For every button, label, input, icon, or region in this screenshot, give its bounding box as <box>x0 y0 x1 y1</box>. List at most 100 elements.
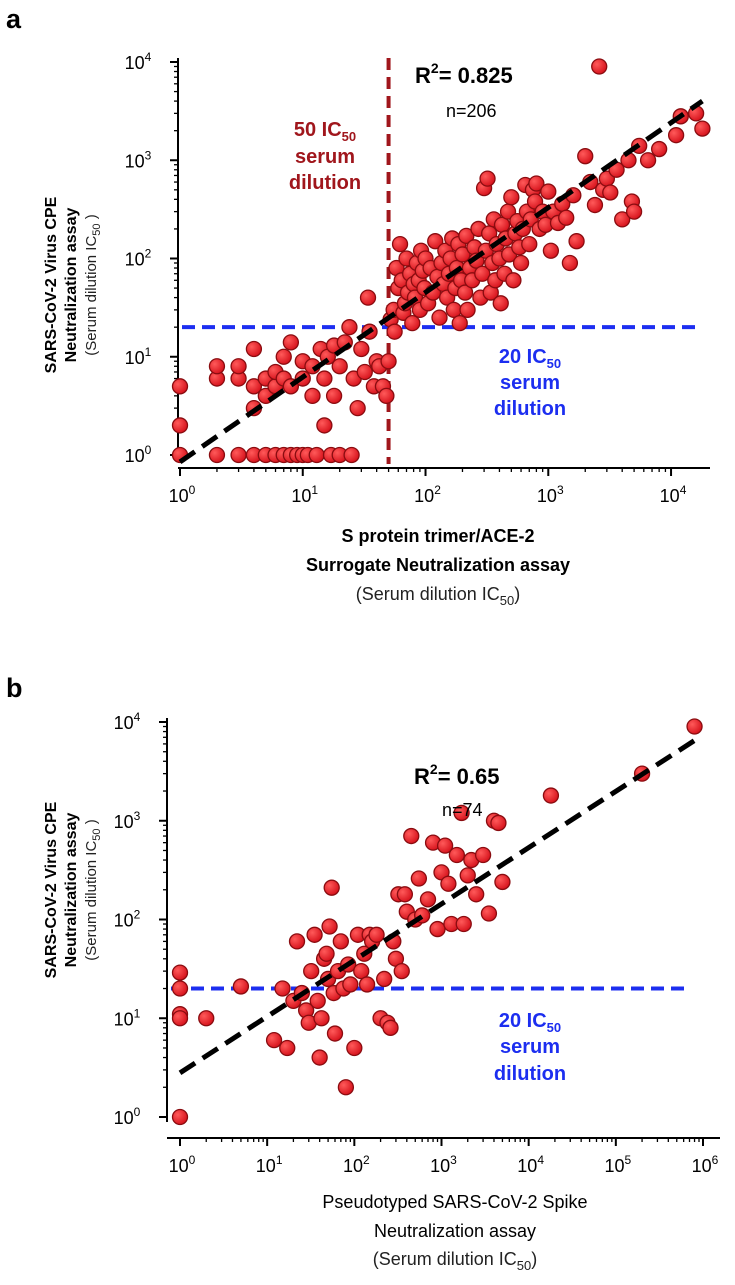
y-axis-label-line1: SARS-CoV-2 Virus CPE <box>43 196 60 373</box>
y-axis-label-line3: (Serum dilution IC50 ) <box>83 819 103 960</box>
data-point <box>309 992 326 1010</box>
data-point <box>480 905 498 922</box>
x-tick-label: 103 <box>537 483 564 506</box>
data-point <box>303 962 320 980</box>
data-point <box>456 284 474 301</box>
svg-text:serum: serum <box>500 1036 560 1058</box>
threshold-label-horizontal-b: 20 IC50 serum dilution <box>494 1010 566 1085</box>
y-ticks-a: 100 101 102 103 104 <box>125 50 178 466</box>
data-point <box>521 235 538 253</box>
data-point <box>448 846 465 864</box>
x-axis-label-line1: Pseudotyped SARS-CoV-2 Spike <box>322 1192 587 1212</box>
data-point <box>391 235 409 253</box>
y-axis-label-line2: Neutralization assay <box>63 813 80 968</box>
data-point <box>479 170 496 187</box>
data-point <box>404 314 421 332</box>
x-tick-label: 101 <box>291 483 318 506</box>
data-point <box>431 309 448 326</box>
data-point <box>382 1019 399 1036</box>
data-point <box>332 933 349 950</box>
data-point <box>459 867 476 884</box>
y-tick-label: 100 <box>125 443 152 466</box>
data-point <box>353 962 370 980</box>
data-point <box>474 265 491 282</box>
x-axis-label-line2: Surrogate Neutralization assay <box>306 555 570 575</box>
data-point <box>288 933 306 950</box>
threshold-lines-a <box>182 58 696 464</box>
data-points-a <box>171 58 711 464</box>
data-point <box>393 962 410 980</box>
svg-text:dilution: dilution <box>289 172 361 194</box>
panel-label-b: b <box>6 673 23 703</box>
data-point <box>436 837 454 854</box>
data-point <box>230 446 247 464</box>
data-point <box>171 417 189 434</box>
panel-label-a: a <box>6 4 22 34</box>
data-point <box>274 980 291 997</box>
data-point <box>245 378 263 395</box>
data-point <box>331 358 348 375</box>
data-point <box>326 1025 344 1042</box>
data-point <box>614 211 631 228</box>
data-point <box>313 1010 330 1027</box>
data-point <box>368 926 385 943</box>
data-point <box>230 358 247 375</box>
regression-line-a <box>178 99 704 464</box>
data-point <box>540 183 557 200</box>
x-tick-label: 104 <box>517 1153 544 1176</box>
data-point <box>468 886 485 903</box>
data-point <box>358 976 376 993</box>
data-point <box>639 152 657 169</box>
panel-b: b SARS-CoV-2 Virus CPE Neutralization as… <box>6 673 720 1273</box>
data-point <box>341 319 358 336</box>
data-point <box>337 1079 355 1096</box>
data-point <box>245 340 263 358</box>
data-point <box>427 233 444 250</box>
n-count-b: n=74 <box>442 800 483 820</box>
data-point <box>265 1032 283 1049</box>
regression-line-b <box>178 738 696 1075</box>
data-point <box>459 301 476 319</box>
x-ticks-b: 100 101 102 103 104 105 106 <box>169 1138 719 1176</box>
data-point <box>667 127 685 144</box>
r-squared-a: R2= 0.825 <box>415 60 513 88</box>
x-axis-label-line1: S protein trimer/ACE-2 <box>341 526 534 546</box>
x-tick-label: 104 <box>660 483 687 506</box>
data-point <box>586 196 604 214</box>
y-tick-label: 100 <box>114 1105 141 1128</box>
data-point <box>316 370 333 387</box>
threshold-label-vertical-a: 50 IC50 serum dilution <box>289 119 361 194</box>
data-point <box>232 978 250 995</box>
data-point <box>321 918 338 935</box>
x-tick-label: 101 <box>256 1153 283 1176</box>
data-point <box>561 254 579 272</box>
x-axis-label-b: Pseudotyped SARS-CoV-2 Spike Neutralizat… <box>322 1192 587 1273</box>
y-axis-label-line1: SARS-CoV-2 Virus CPE <box>43 801 60 978</box>
data-point <box>686 718 703 735</box>
data-point <box>380 353 397 370</box>
y-tick-label: 104 <box>114 710 141 733</box>
data-point <box>505 272 522 289</box>
y-tick-label: 103 <box>125 148 152 171</box>
data-point <box>386 323 403 340</box>
data-point <box>171 1108 189 1126</box>
data-point <box>279 1039 296 1057</box>
data-point <box>625 203 643 220</box>
x-tick-label: 105 <box>604 1153 631 1176</box>
data-point <box>494 873 511 891</box>
data-point <box>311 1049 328 1066</box>
data-point <box>171 378 189 395</box>
data-point <box>577 148 594 165</box>
y-axis-label-line2: Neutralization assay <box>63 208 80 363</box>
n-count-a: n=206 <box>446 101 497 121</box>
data-point <box>490 814 507 832</box>
x-axis-label-a: S protein trimer/ACE-2 Surrogate Neutral… <box>306 526 570 608</box>
x-tick-label: 103 <box>430 1153 457 1176</box>
data-point <box>451 314 468 332</box>
x-axis-label-line2: Neutralization assay <box>374 1221 536 1241</box>
svg-text:20 IC50: 20 IC50 <box>499 1010 561 1035</box>
data-point <box>318 945 335 962</box>
y-axis-label-line3: (Serum dilution IC50 ) <box>83 214 103 355</box>
y-tick-label: 102 <box>125 247 152 270</box>
